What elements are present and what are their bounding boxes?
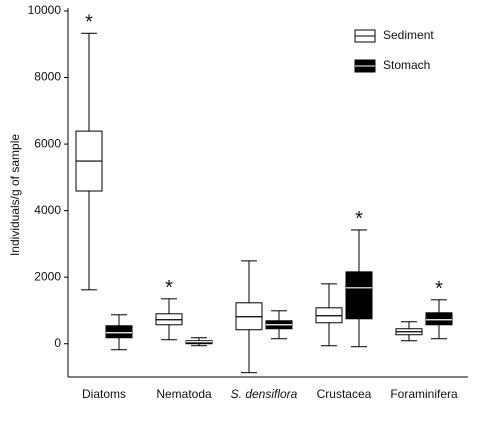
x-tick-label: Diatoms: [82, 387, 126, 401]
significance-marker: *: [355, 208, 363, 230]
y-tick-label: 2000: [34, 269, 61, 283]
y-tick-label: 10000: [28, 3, 62, 17]
y-tick-label: 8000: [34, 70, 61, 84]
x-tick-label: Nematoda: [156, 387, 212, 401]
y-tick-label: 4000: [34, 203, 61, 217]
legend-label: Sediment: [383, 28, 434, 42]
box: [105, 325, 133, 339]
x-tick-label: S. densiflora: [231, 387, 298, 401]
x-tick-label: Foraminifera: [390, 387, 458, 401]
legend-label: Stomach: [383, 58, 430, 72]
significance-marker: *: [435, 278, 443, 300]
significance-marker: *: [85, 12, 93, 34]
x-tick-label: Crustacea: [317, 387, 372, 401]
y-tick-label: 0: [54, 336, 61, 350]
significance-marker: *: [165, 277, 173, 299]
y-axis-label: Individuals/g of sample: [8, 134, 22, 256]
box: [425, 312, 453, 326]
box: [345, 271, 373, 320]
y-tick-label: 6000: [34, 136, 61, 150]
